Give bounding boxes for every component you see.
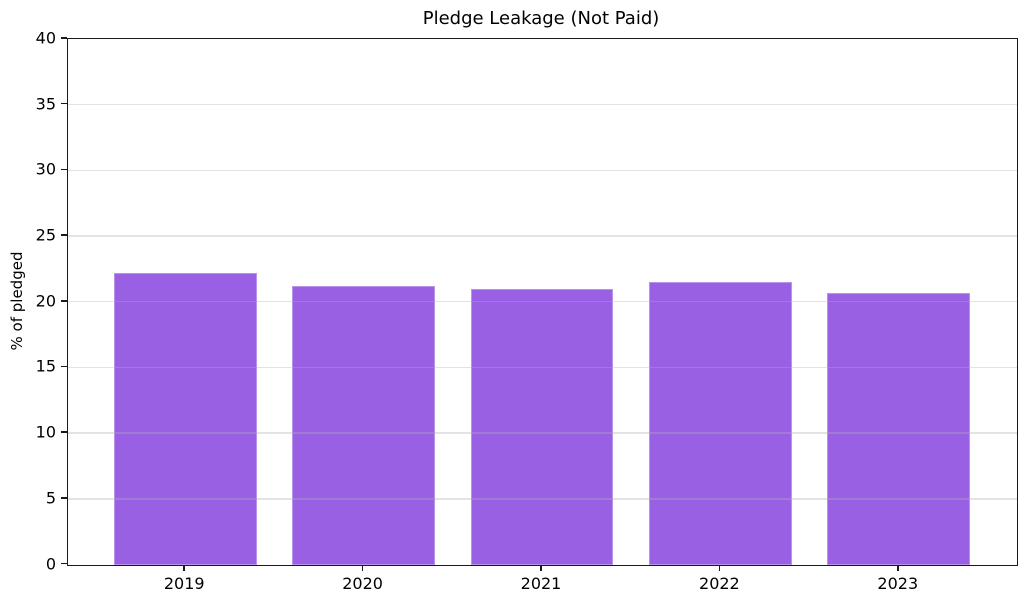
y-tick-label: 15: [35, 356, 56, 376]
x-tick-label: 2021: [520, 573, 562, 593]
x-tick-mark: [183, 565, 185, 571]
y-tick-mark: [60, 300, 67, 302]
y-tick-mark: [60, 562, 67, 565]
y-tick-label: 10: [35, 422, 56, 442]
x-tick-mark: [718, 565, 721, 571]
x-tick-mark: [897, 565, 899, 571]
x-tick-mark: [361, 565, 364, 571]
x-tick-label: 2023: [877, 573, 919, 593]
gridline-y-35: [67, 103, 1017, 106]
y-tick-mark: [60, 365, 67, 368]
y-tick-label: 25: [35, 225, 56, 245]
bar-2019: [113, 272, 257, 565]
bar-2022: [649, 282, 792, 565]
bar-2023: [827, 292, 971, 565]
bar-2020: [292, 286, 435, 565]
bar-2021: [470, 288, 614, 565]
plot-area: [66, 38, 1018, 566]
x-tick-label: 2022: [699, 573, 740, 593]
y-tick-mark: [60, 102, 67, 105]
y-tick-label: 0: [45, 554, 56, 573]
gridline-y-25: [67, 235, 1017, 237]
x-tick-label: 2019: [163, 573, 205, 593]
y-tick-mark: [60, 37, 67, 39]
y-tick-mark: [60, 168, 67, 171]
y-tick-mark: [60, 497, 67, 499]
chart-title: Pledge Leakage (Not Paid): [422, 8, 660, 29]
y-tick-mark: [60, 234, 67, 236]
gridline-y-30: [67, 169, 1017, 172]
y-tick-label: 35: [35, 94, 56, 114]
y-tick-label: 40: [35, 28, 56, 48]
y-tick-label: 20: [35, 291, 56, 311]
x-tick-mark: [540, 565, 542, 571]
y-tick-label: 30: [35, 159, 56, 179]
y-tick-mark: [60, 431, 67, 433]
x-tick-label: 2020: [342, 573, 383, 593]
y-tick-label: 5: [45, 488, 56, 508]
